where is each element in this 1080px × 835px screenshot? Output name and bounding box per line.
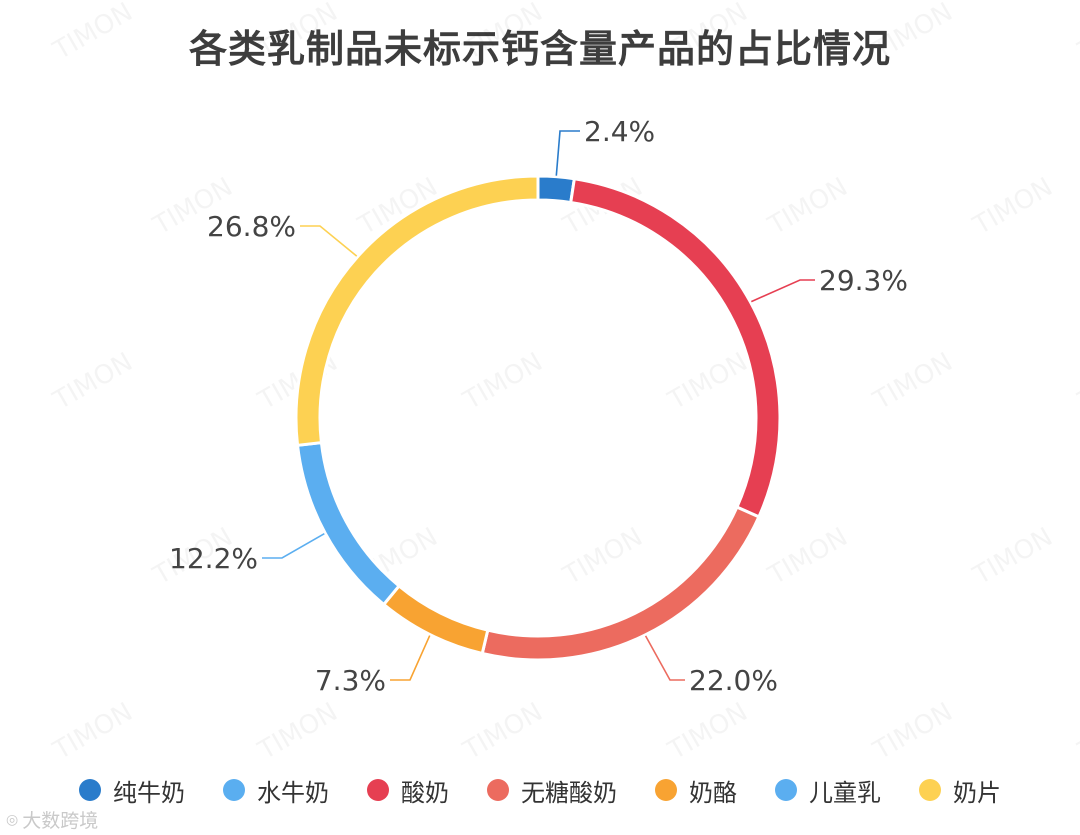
watermark-text: TIMON <box>1073 0 1080 67</box>
slice-value-label: 26.8% <box>207 210 296 243</box>
slice-value-label: 22.0% <box>689 664 778 697</box>
leader-line <box>644 635 685 681</box>
watermark-text: TIMON <box>763 522 853 591</box>
slice-value-label: 29.3% <box>819 264 908 297</box>
legend-label: 水牛奶 <box>257 778 329 807</box>
legend-item: 奶片 <box>919 773 1001 808</box>
watermark-text: TIMON <box>48 347 138 416</box>
legend-swatch-icon <box>79 779 101 801</box>
watermark-text: TIMON <box>558 522 648 591</box>
legend-item: 无糖酸奶 <box>487 773 617 808</box>
watermark-text: TIMON <box>48 0 138 67</box>
chart-legend: 纯牛奶 水牛奶 酸奶 无糖酸奶 奶酪 儿童乳 奶片 <box>0 770 1080 810</box>
legend-item: 儿童乳 <box>775 773 881 808</box>
watermark-text: TIMON <box>1073 697 1080 760</box>
watermark-text: TIMON <box>968 172 1058 241</box>
leader-line <box>262 533 325 559</box>
watermark-text: TIMON <box>458 0 548 67</box>
legend-label: 酸奶 <box>401 778 449 807</box>
watermark-text: TIMON <box>868 347 958 416</box>
watermark-text: TIMON <box>868 0 958 67</box>
legend-item: 奶酪 <box>655 773 737 808</box>
donut-slice <box>381 583 490 656</box>
watermark-text: TIMON <box>253 0 343 67</box>
leader-line <box>750 279 815 303</box>
watermark-text: TIMON <box>868 697 958 760</box>
legend-swatch-icon <box>655 779 677 801</box>
legend-swatch-icon <box>223 779 245 801</box>
brand-logo-icon: ◎ <box>6 811 19 828</box>
legend-item: 纯牛奶 <box>79 773 185 808</box>
watermark-text: TIMON <box>1073 347 1080 416</box>
watermark-text: TIMON <box>663 347 753 416</box>
donut-slice <box>569 177 782 519</box>
donut-slice <box>536 174 577 205</box>
donut-slice <box>294 174 540 447</box>
legend-label: 儿童乳 <box>809 778 881 807</box>
donut-slice <box>295 440 402 607</box>
legend-swatch-icon <box>367 779 389 801</box>
legend-label: 纯牛奶 <box>113 778 185 807</box>
legend-label: 奶片 <box>953 778 1001 807</box>
donut-chart: TIMON TIMON TIMON TIMON TIMON TIMON TIMON TIMON… <box>48 0 1080 760</box>
brand-text: 大数跨境 <box>22 810 99 832</box>
leader-line <box>300 225 358 257</box>
leader-line <box>555 130 580 176</box>
legend-swatch-icon <box>919 779 941 801</box>
watermark-text: TIMON <box>763 172 853 241</box>
legend-label: 无糖酸奶 <box>521 778 617 807</box>
legend-swatch-icon <box>775 779 797 801</box>
watermark-text: TIMON <box>663 0 753 67</box>
watermark-text: TIMON <box>663 697 753 760</box>
chart-title: 各类乳制品未标示钙含量产品的占比情况 <box>188 27 891 71</box>
watermark-text: TIMON <box>48 697 138 760</box>
legend-swatch-icon <box>487 779 509 801</box>
watermark-text: TIMON <box>458 697 548 760</box>
donut-slices <box>294 174 782 662</box>
watermark-text: TIMON <box>253 697 343 760</box>
slice-value-label: 2.4% <box>584 115 655 148</box>
legend-item: 水牛奶 <box>223 773 329 808</box>
watermark-text: TIMON <box>458 347 548 416</box>
leader-line <box>390 635 431 681</box>
slice-value-label: 12.2% <box>169 542 258 575</box>
legend-label: 奶酪 <box>689 778 737 807</box>
label-leaders: 2.4% 29.3% 22.0% 7.3% 12.2% 26.8% <box>169 115 908 697</box>
watermark-text: TIMON <box>968 522 1058 591</box>
slice-value-label: 7.3% <box>315 664 386 697</box>
brand-footer: ◎ 大数跨境 <box>6 806 98 833</box>
legend-item: 酸奶 <box>367 773 449 808</box>
